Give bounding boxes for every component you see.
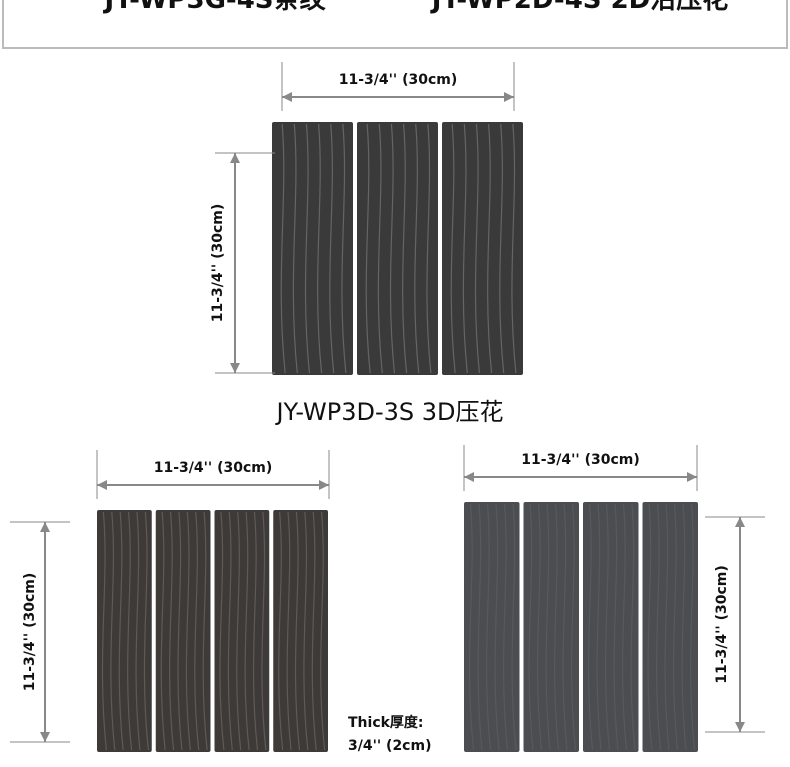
wood-grain	[485, 503, 492, 751]
wood-grain	[664, 503, 670, 751]
wood-grain	[528, 503, 534, 751]
wood-grain	[570, 503, 577, 751]
wood-grain	[219, 511, 225, 751]
wood-grain	[621, 503, 628, 751]
plank	[357, 122, 438, 375]
wood-grain	[402, 123, 408, 374]
wood-grain	[630, 503, 636, 751]
wood-grain	[494, 503, 500, 751]
width-label: 11-3/4'' (30cm)	[521, 452, 640, 468]
wood-grain	[681, 503, 687, 751]
wood-grain	[596, 503, 602, 751]
wood-grain	[236, 511, 242, 751]
wood-grain	[562, 503, 568, 751]
wood-grain	[672, 503, 679, 751]
width-label: 11-3/4'' (30cm)	[339, 72, 458, 88]
wood-grain	[202, 511, 208, 751]
height-label: 11-3/4'' (30cm)	[210, 204, 226, 323]
wood-grain	[450, 123, 456, 374]
wood-grain	[689, 503, 696, 751]
wood-grain	[477, 503, 483, 751]
wood-grain	[303, 511, 309, 751]
wood-grain	[252, 511, 259, 751]
wood-grain	[143, 511, 149, 751]
height-label: 11-3/4'' (30cm)	[714, 565, 730, 684]
top-box	[2, 0, 788, 49]
wood-grain	[487, 123, 493, 374]
wood-grain	[160, 511, 166, 751]
wood-grain	[426, 123, 432, 374]
wood-grain	[365, 123, 371, 374]
wood-grain	[511, 123, 517, 374]
wood-grain	[127, 511, 133, 751]
wood-grain	[169, 511, 175, 751]
wood-grain	[462, 123, 468, 374]
wood-grain	[261, 511, 267, 751]
wood-grain	[341, 123, 347, 374]
wood-grain	[194, 511, 200, 751]
wood-grain	[227, 511, 233, 751]
height-label: 11-3/4'' (30cm)	[22, 573, 38, 692]
wood-grain	[185, 511, 191, 751]
wood-grain	[389, 123, 396, 374]
top-right-label: JY-WP2D-4S 2D沿压花	[430, 0, 729, 15]
wood-grain	[278, 511, 284, 751]
wood-grain	[545, 503, 551, 751]
caption: JY-WP3D-3S 3D压花	[274, 398, 503, 426]
wood-grain	[604, 503, 611, 751]
wood-grain	[553, 503, 560, 751]
wood-grain	[329, 123, 335, 374]
wood-grain	[587, 503, 594, 751]
wood-grain	[292, 123, 298, 374]
wood-grain	[280, 123, 286, 374]
wood-grain	[294, 511, 301, 751]
wood-grain	[177, 511, 183, 751]
thickness-value: 3/4'' (2cm)	[348, 738, 431, 754]
wood-grain	[647, 503, 653, 751]
wood-grain	[101, 511, 107, 751]
wood-grain	[311, 511, 317, 751]
wood-grain	[317, 123, 323, 374]
wood-grain	[244, 511, 250, 751]
width-label: 11-3/4'' (30cm)	[154, 460, 273, 476]
wood-grain	[304, 123, 311, 374]
wood-grain	[511, 503, 517, 751]
wood-grain	[655, 503, 662, 751]
wood-grain	[377, 123, 383, 374]
plank	[442, 122, 523, 375]
wood-grain	[536, 503, 543, 751]
plank	[272, 122, 353, 375]
wood-grain	[118, 511, 124, 751]
wood-grain	[286, 511, 292, 751]
wood-grain	[468, 503, 475, 751]
wood-grain	[502, 503, 509, 751]
thickness-label: Thick厚度:	[348, 714, 424, 731]
wood-grain	[499, 123, 505, 374]
top-left-label: JY-WP3G-4S条纹	[102, 0, 326, 15]
wood-grain	[613, 503, 619, 751]
wood-grain	[135, 511, 141, 751]
wood-grain	[414, 123, 420, 374]
wood-grain	[110, 511, 116, 751]
wood-grain	[320, 511, 326, 751]
wood-grain	[474, 123, 481, 374]
